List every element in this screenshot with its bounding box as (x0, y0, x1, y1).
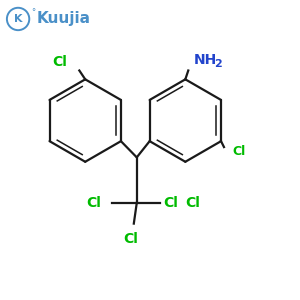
Text: Kuujia: Kuujia (37, 11, 91, 26)
Text: K: K (14, 14, 22, 24)
Text: °: ° (32, 8, 36, 17)
Text: Cl: Cl (163, 196, 178, 210)
Text: Cl: Cl (86, 196, 101, 210)
Text: Cl: Cl (53, 55, 68, 69)
Text: 2: 2 (214, 59, 222, 69)
Text: Cl: Cl (233, 145, 246, 158)
Text: Cl: Cl (123, 232, 138, 246)
Text: NH: NH (194, 53, 217, 67)
Text: Cl: Cl (185, 196, 200, 210)
